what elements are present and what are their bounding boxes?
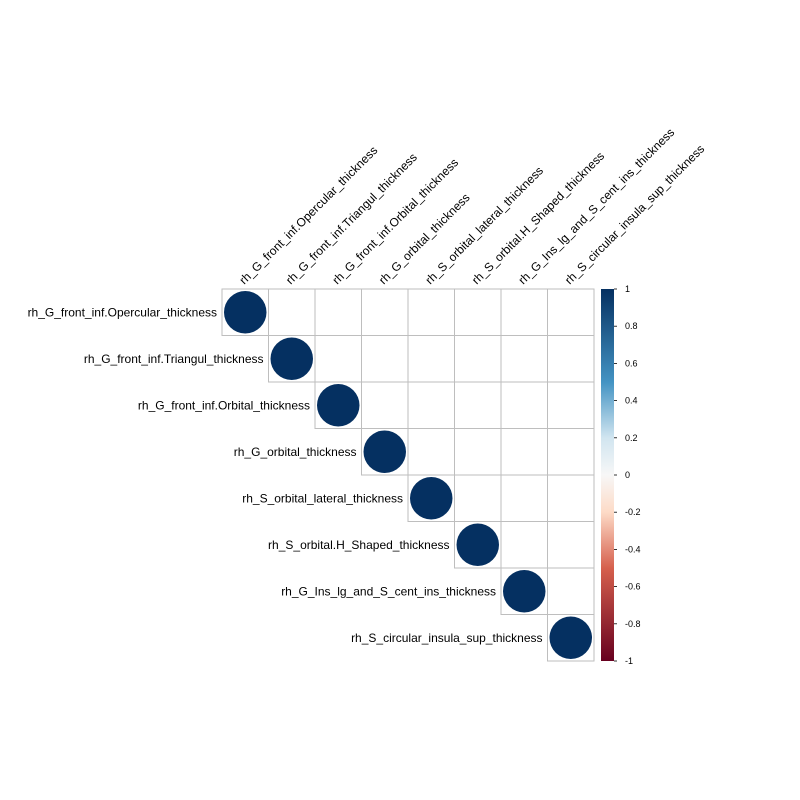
colorbar-tick-label: 1 — [625, 284, 630, 294]
grid-cell — [407, 381, 455, 429]
colorbar-tick-label: -0.6 — [625, 582, 641, 592]
grid — [221, 288, 595, 662]
colorbar-tick-label: -0.8 — [625, 619, 641, 629]
grid-cell — [547, 381, 595, 429]
colorbar-tick-label: 0.8 — [625, 321, 638, 331]
grid-cell — [500, 521, 548, 569]
grid-cell — [547, 474, 595, 522]
correlation-circle — [270, 337, 313, 380]
grid-cell — [407, 428, 455, 476]
grid-cell — [268, 288, 316, 336]
grid-cell — [454, 474, 502, 522]
grid-cell — [547, 428, 595, 476]
grid-cell — [547, 288, 595, 336]
grid-cell — [547, 521, 595, 569]
grid-cell — [407, 335, 455, 383]
grid-cell — [500, 428, 548, 476]
grid-cell — [500, 474, 548, 522]
grid-cell — [547, 335, 595, 383]
column-label: rh_G_orbital_thickness — [376, 190, 473, 287]
row-labels: rh_G_front_inf.Opercular_thickness rh_G_f… — [28, 305, 543, 645]
correlation-circle — [456, 523, 499, 566]
colorbar-tick-label: -1 — [625, 656, 633, 666]
row-label: rh_S_orbital.H_Shaped_thickness — [268, 538, 449, 552]
colorbar-tick-label: 0.4 — [625, 396, 638, 406]
grid-cell — [500, 381, 548, 429]
row-label: rh_G_front_inf.Opercular_thickness — [28, 305, 217, 319]
grid-cell — [314, 288, 362, 336]
colorbar-gradient — [601, 289, 614, 661]
grid-cell — [314, 335, 362, 383]
grid-cell — [361, 335, 409, 383]
correlation-circle — [363, 430, 406, 473]
colorbar: 1 0.8 0.6 0.4 0.2 0 -0.2 -0.4 -0.6 -0.8 -1 — [601, 284, 641, 666]
colorbar-tick-label: 0.2 — [625, 433, 638, 443]
row-label: rh_G_Ins_lg_and_S_cent_ins_thickness — [281, 584, 496, 598]
row-label: rh_G_orbital_thickness — [234, 445, 357, 459]
correlation-circle — [317, 384, 360, 427]
grid-cell — [454, 288, 502, 336]
grid-cell — [454, 428, 502, 476]
grid-cell — [547, 567, 595, 615]
row-label: rh_G_front_inf.Orbital_thickness — [138, 398, 310, 412]
grid-cell — [361, 288, 409, 336]
correlation-circle — [549, 616, 592, 659]
grid-cell — [407, 288, 455, 336]
row-label: rh_S_circular_insula_sup_thickness — [351, 631, 542, 645]
grid-cell — [454, 381, 502, 429]
grid-cell — [454, 335, 502, 383]
correlation-circle — [410, 477, 453, 520]
row-label: rh_G_front_inf.Triangul_thickness — [84, 352, 264, 366]
row-label: rh_S_orbital_lateral_thickness — [242, 491, 403, 505]
grid-cell — [361, 381, 409, 429]
colorbar-tick-label: 0 — [625, 470, 630, 480]
correlation-circles — [224, 291, 592, 659]
colorbar-tick-label: -0.2 — [625, 507, 641, 517]
correlation-circle — [503, 570, 546, 613]
grid-cell — [500, 288, 548, 336]
correlation-circle — [224, 291, 267, 334]
grid-cell — [500, 335, 548, 383]
grid-cell — [547, 614, 595, 662]
column-labels: rh_G_front_inf.Opercular_thicknessrh_G_f… — [236, 125, 707, 287]
colorbar-tick-label: -0.4 — [625, 544, 641, 554]
colorbar-tick-label: 0.6 — [625, 358, 638, 368]
